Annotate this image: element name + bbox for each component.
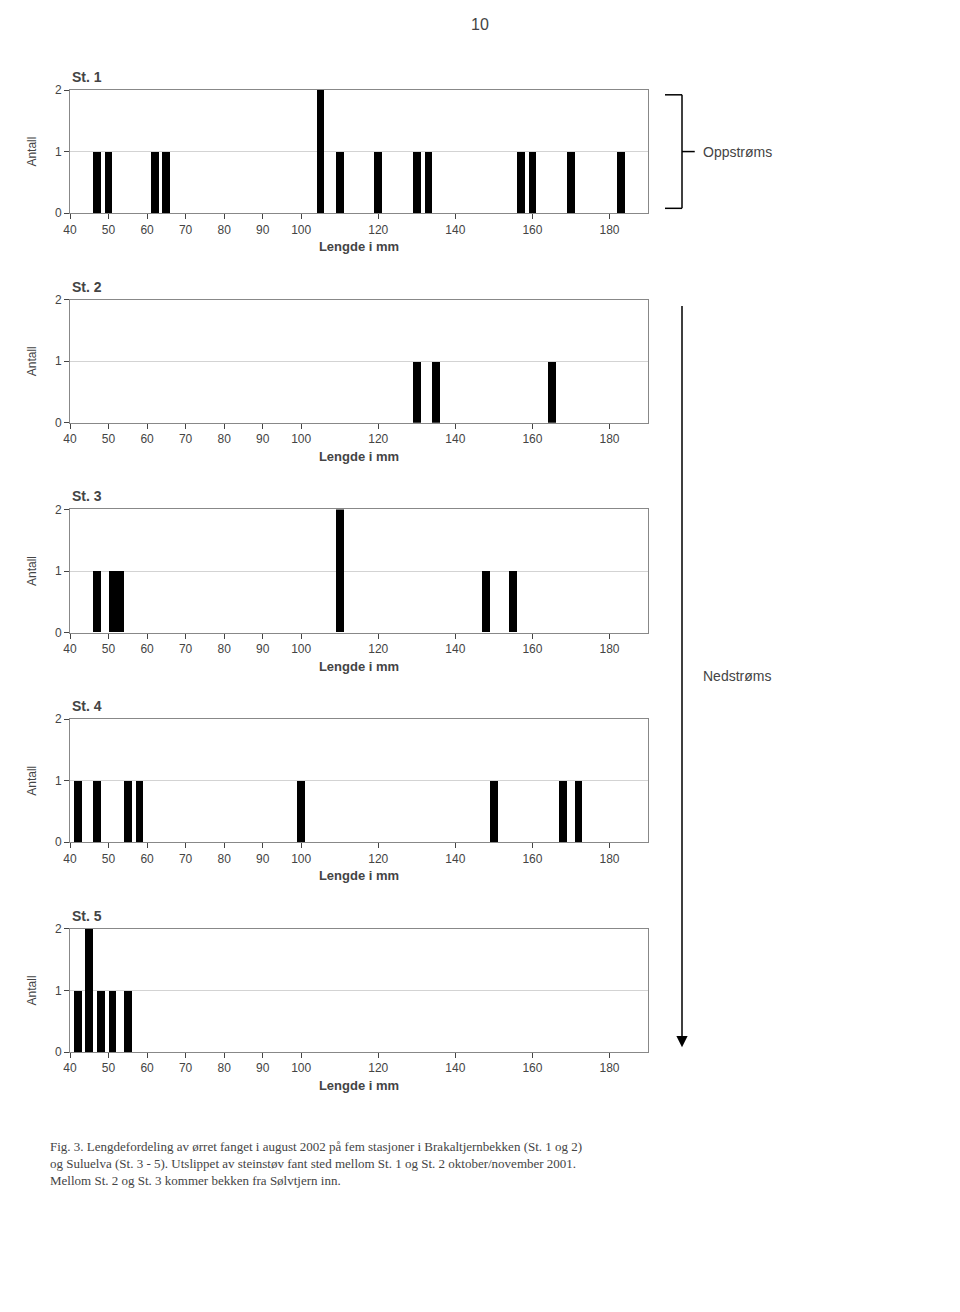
svg-text:60: 60	[140, 852, 154, 866]
svg-text:Lengde i mm: Lengde i mm	[319, 239, 399, 254]
svg-text:100: 100	[291, 432, 311, 446]
svg-text:Antall: Antall	[25, 766, 39, 796]
svg-text:2: 2	[55, 712, 62, 726]
svg-text:80: 80	[217, 852, 231, 866]
svg-text:100: 100	[291, 852, 311, 866]
svg-text:St. 3: St. 3	[72, 488, 102, 504]
svg-text:120: 120	[368, 1061, 388, 1075]
svg-text:120: 120	[368, 852, 388, 866]
svg-text:80: 80	[217, 642, 231, 656]
svg-text:180: 180	[599, 223, 619, 237]
svg-text:160: 160	[522, 223, 542, 237]
svg-text:1: 1	[55, 354, 62, 368]
svg-text:180: 180	[599, 642, 619, 656]
svg-text:120: 120	[368, 432, 388, 446]
svg-text:Lengde i mm: Lengde i mm	[319, 1078, 399, 1093]
svg-text:2: 2	[55, 503, 62, 517]
svg-text:0: 0	[55, 206, 62, 220]
svg-text:160: 160	[522, 432, 542, 446]
svg-text:160: 160	[522, 852, 542, 866]
svg-text:1: 1	[55, 145, 62, 159]
svg-text:60: 60	[140, 432, 154, 446]
svg-text:90: 90	[256, 223, 270, 237]
svg-text:Nedstrøms: Nedstrøms	[703, 668, 771, 684]
svg-text:40: 40	[63, 1061, 77, 1075]
svg-text:100: 100	[291, 642, 311, 656]
svg-text:50: 50	[102, 223, 116, 237]
svg-text:50: 50	[102, 642, 116, 656]
svg-text:70: 70	[179, 642, 193, 656]
svg-text:140: 140	[445, 432, 465, 446]
svg-text:70: 70	[179, 432, 193, 446]
svg-text:50: 50	[102, 1061, 116, 1075]
svg-text:70: 70	[179, 223, 193, 237]
svg-text:50: 50	[102, 852, 116, 866]
svg-text:40: 40	[63, 852, 77, 866]
svg-text:1: 1	[55, 774, 62, 788]
svg-text:70: 70	[179, 852, 193, 866]
svg-text:120: 120	[368, 642, 388, 656]
svg-text:180: 180	[599, 852, 619, 866]
svg-text:Oppstrøms: Oppstrøms	[703, 144, 772, 160]
svg-text:2: 2	[55, 293, 62, 307]
svg-text:Lengde i mm: Lengde i mm	[319, 868, 399, 883]
svg-text:90: 90	[256, 642, 270, 656]
svg-text:2: 2	[55, 922, 62, 936]
svg-text:St. 5: St. 5	[72, 908, 102, 924]
svg-text:0: 0	[55, 626, 62, 640]
svg-text:Lengde i mm: Lengde i mm	[319, 449, 399, 464]
svg-text:0: 0	[55, 1045, 62, 1059]
svg-text:180: 180	[599, 1061, 619, 1075]
svg-text:St. 4: St. 4	[72, 698, 102, 714]
svg-text:40: 40	[63, 432, 77, 446]
svg-text:60: 60	[140, 223, 154, 237]
svg-text:140: 140	[445, 1061, 465, 1075]
svg-text:40: 40	[63, 642, 77, 656]
svg-text:Antall: Antall	[25, 137, 39, 167]
svg-text:140: 140	[445, 642, 465, 656]
svg-text:100: 100	[291, 1061, 311, 1075]
svg-text:140: 140	[445, 852, 465, 866]
svg-text:100: 100	[291, 223, 311, 237]
svg-text:80: 80	[217, 1061, 231, 1075]
svg-text:90: 90	[256, 432, 270, 446]
svg-text:1: 1	[55, 984, 62, 998]
svg-text:160: 160	[522, 642, 542, 656]
svg-text:80: 80	[217, 432, 231, 446]
svg-text:70: 70	[179, 1061, 193, 1075]
svg-text:80: 80	[217, 223, 231, 237]
svg-text:Antall: Antall	[25, 346, 39, 376]
svg-text:90: 90	[256, 852, 270, 866]
svg-text:2: 2	[55, 83, 62, 97]
svg-text:160: 160	[522, 1061, 542, 1075]
svg-text:40: 40	[63, 223, 77, 237]
svg-text:60: 60	[140, 1061, 154, 1075]
svg-text:St. 2: St. 2	[72, 279, 102, 295]
svg-text:Fig. 3. Lengdefordeling av ørr: Fig. 3. Lengdefordeling av ørret fanget …	[50, 1139, 582, 1188]
svg-text:0: 0	[55, 416, 62, 430]
svg-text:St. 1: St. 1	[72, 69, 102, 85]
svg-text:90: 90	[256, 1061, 270, 1075]
svg-text:Lengde i mm: Lengde i mm	[319, 659, 399, 674]
svg-text:Antall: Antall	[25, 556, 39, 586]
svg-text:50: 50	[102, 432, 116, 446]
svg-text:Antall: Antall	[25, 975, 39, 1005]
svg-text:0: 0	[55, 835, 62, 849]
svg-text:10: 10	[471, 16, 489, 33]
svg-text:140: 140	[445, 223, 465, 237]
svg-text:1: 1	[55, 564, 62, 578]
svg-text:120: 120	[368, 223, 388, 237]
svg-text:180: 180	[599, 432, 619, 446]
svg-text:60: 60	[140, 642, 154, 656]
